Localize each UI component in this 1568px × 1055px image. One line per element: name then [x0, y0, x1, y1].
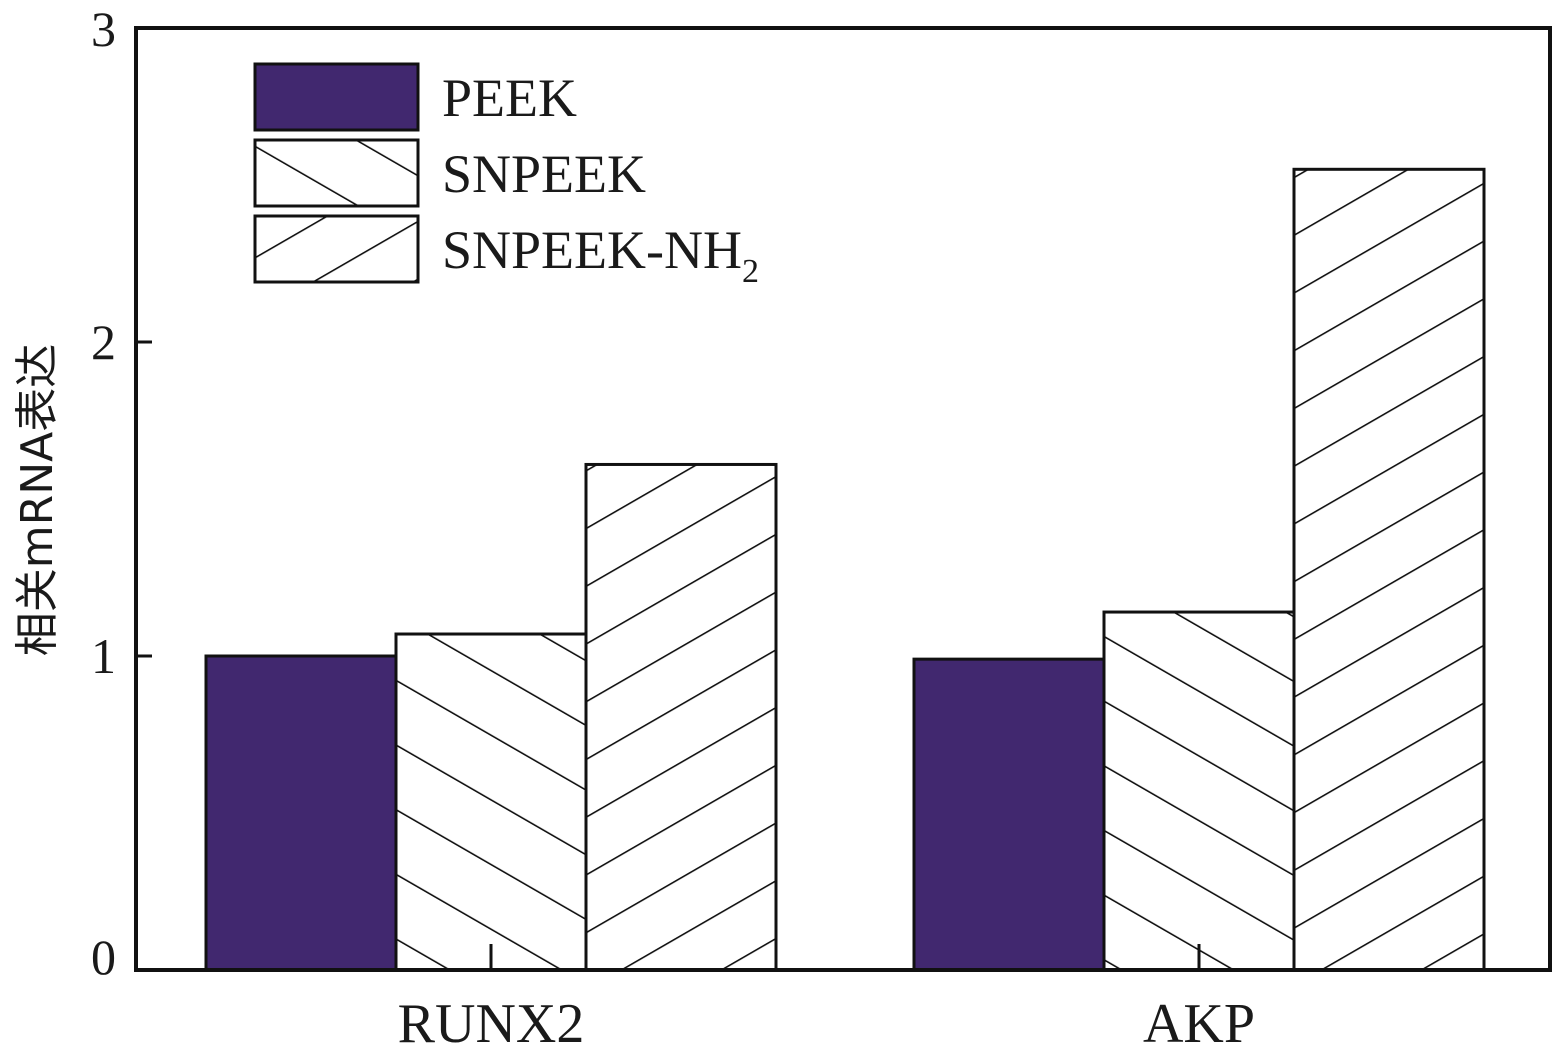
legend-swatch [253, 62, 420, 132]
legend-label: SNPEEK-NH2 [442, 220, 759, 290]
y-tick-label: 0 [91, 929, 116, 985]
bar-runx2-1 [204, 654, 398, 972]
y-axis: 0 1 2 3 [91, 1, 152, 985]
legend-label: SNPEEK [442, 144, 646, 204]
y-tick-label: 3 [91, 1, 116, 57]
x-axis: RUNX2 AKP [398, 944, 1255, 1055]
y-axis-label: 相关mRNA表达 [12, 344, 63, 656]
bar-akp-2 [1102, 610, 1296, 972]
legend-label: PEEK [442, 68, 577, 128]
x-tick-label: AKP [1143, 993, 1255, 1055]
legend: PEEK SNPEEK SNPEEK-NH2 [253, 62, 759, 290]
y-tick-label: 2 [91, 314, 116, 370]
bar-group [204, 167, 1486, 972]
x-tick-label: RUNX2 [398, 993, 585, 1055]
y-tick-label: 1 [91, 628, 116, 684]
legend-swatch [253, 214, 420, 284]
plot-frame [134, 26, 1552, 972]
bar-runx2-3 [584, 462, 778, 972]
bar-akp-1 [912, 657, 1106, 972]
legend-swatch [253, 138, 420, 208]
bar-akp-3 [1292, 167, 1486, 972]
bar-runx2-2 [394, 632, 588, 972]
